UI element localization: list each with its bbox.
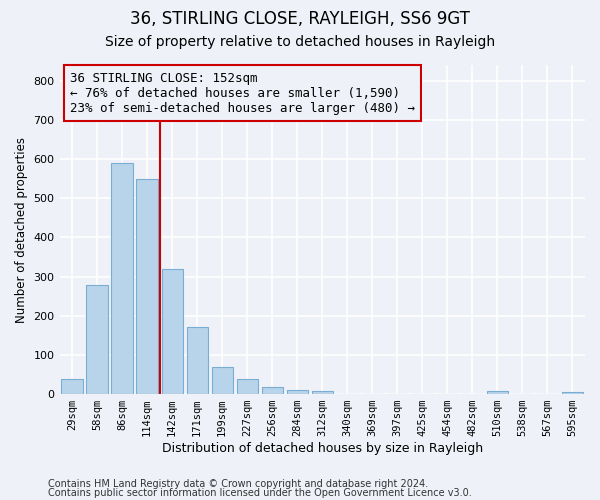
Bar (61, 379, 83, 394)
Bar (562, 392, 583, 394)
Text: 36 STIRLING CLOSE: 152sqm
← 76% of detached houses are smaller (1,590)
23% of se: 36 STIRLING CLOSE: 152sqm ← 76% of detac… (70, 72, 415, 114)
Bar (287, 390, 308, 394)
Bar (112, 163, 133, 394)
Bar (161, 268, 183, 394)
Y-axis label: Number of detached properties: Number of detached properties (15, 136, 28, 322)
Bar (86, 285, 108, 394)
Bar (487, 391, 508, 394)
Bar (311, 391, 333, 394)
Text: Contains public sector information licensed under the Open Government Licence v3: Contains public sector information licen… (48, 488, 472, 498)
Bar (236, 379, 258, 394)
Text: 36, STIRLING CLOSE, RAYLEIGH, SS6 9GT: 36, STIRLING CLOSE, RAYLEIGH, SS6 9GT (130, 10, 470, 28)
Bar (262, 387, 283, 394)
Bar (136, 178, 158, 394)
Bar (212, 368, 233, 394)
Text: Contains HM Land Registry data © Crown copyright and database right 2024.: Contains HM Land Registry data © Crown c… (48, 479, 428, 489)
Bar (187, 328, 208, 394)
Text: Size of property relative to detached houses in Rayleigh: Size of property relative to detached ho… (105, 35, 495, 49)
X-axis label: Distribution of detached houses by size in Rayleigh: Distribution of detached houses by size … (162, 442, 483, 455)
